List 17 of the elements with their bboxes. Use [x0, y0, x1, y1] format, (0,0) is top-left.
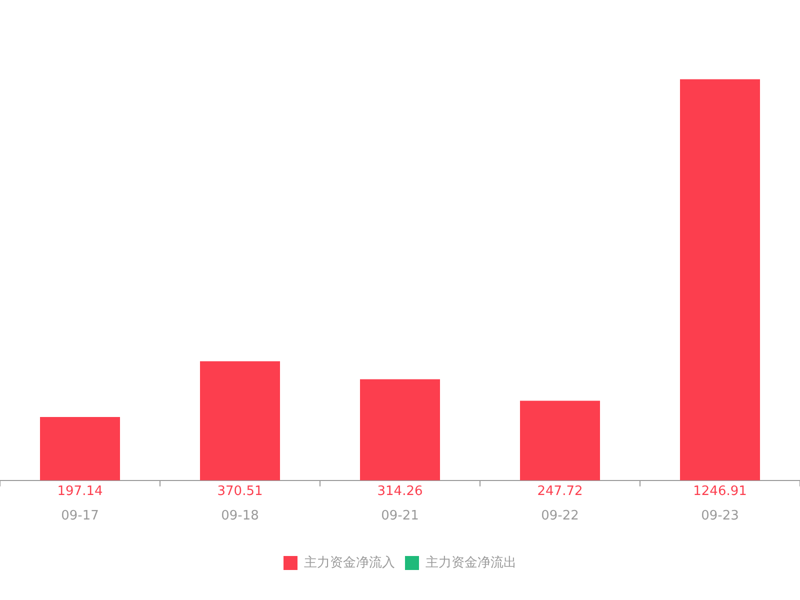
bar	[40, 416, 120, 480]
bar	[200, 361, 280, 480]
data-label: 247.72	[537, 484, 583, 499]
legend-label: 主力资金净流入	[304, 554, 395, 570]
bar	[520, 400, 600, 480]
legend-label: 主力资金净流出	[426, 554, 516, 570]
bar	[680, 79, 760, 480]
data-label: 197.14	[57, 484, 103, 499]
x-tick-label: 09-22	[541, 508, 579, 524]
x-tick-label: 09-23	[701, 508, 739, 524]
data-label: 370.51	[217, 484, 263, 499]
bar	[360, 379, 440, 480]
data-label: 1246.91	[693, 484, 747, 499]
data-label: 314.26	[377, 484, 423, 499]
x-tick-label: 09-18	[221, 508, 259, 524]
x-tick-label: 09-21	[381, 508, 419, 524]
x-tick-label: 09-17	[61, 508, 99, 524]
